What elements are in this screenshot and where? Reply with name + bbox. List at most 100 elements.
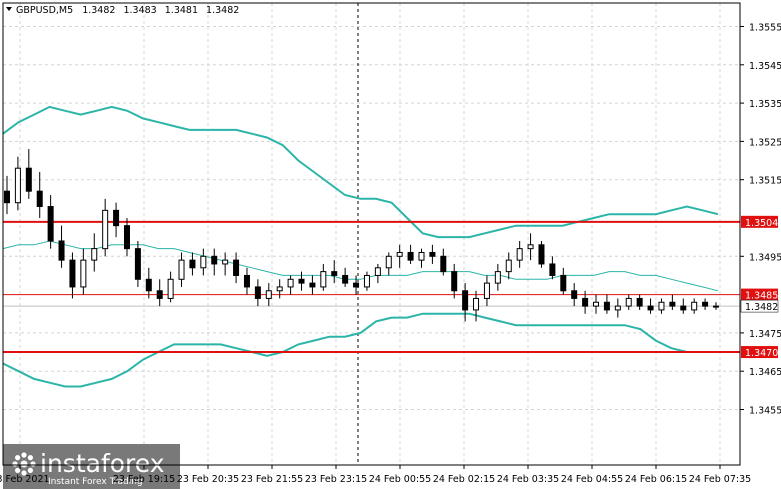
x-tick-label: 23 Feb 21:55 (241, 474, 303, 485)
candle-body (91, 248, 98, 261)
chart-header: GBPUSD,M5 1.3482 1.3483 1.3481 1.3482 (6, 5, 239, 16)
candle-body (385, 255, 392, 269)
candle-body (625, 297, 632, 307)
candle-body (658, 301, 665, 311)
candle-body (516, 248, 523, 261)
candle (516, 240, 523, 268)
candle (80, 248, 87, 295)
candle-body (407, 251, 414, 261)
candle-body (560, 274, 567, 292)
instaforex-logo-icon (12, 452, 36, 476)
y-tick-label: 1.3525 (749, 137, 781, 148)
x-tick-label: 24 Feb 04:55 (561, 474, 623, 485)
candle (451, 263, 458, 299)
candle (669, 294, 676, 310)
candle (571, 283, 578, 307)
logo-petal (12, 461, 18, 467)
candle (156, 279, 163, 307)
candle (385, 252, 392, 276)
candle-body (331, 271, 338, 276)
level-price-label: 1.3470 (745, 348, 778, 359)
candle-body (102, 209, 109, 250)
candle (4, 175, 10, 215)
y-tick-label: 1.3555 (749, 23, 781, 34)
candle (178, 252, 185, 287)
candle-body (167, 278, 174, 299)
candle (331, 260, 338, 284)
candle (287, 275, 294, 295)
candle-body (691, 301, 698, 311)
candle (113, 202, 120, 238)
candle-body (603, 301, 610, 311)
candle (374, 263, 381, 284)
candle (69, 252, 76, 299)
level-price-label: 1.3485 (745, 291, 778, 302)
candle-body (298, 278, 305, 284)
candle (243, 267, 250, 295)
candle-body (669, 301, 676, 307)
candle (298, 271, 305, 291)
logo-petal (27, 467, 33, 473)
candle (91, 233, 98, 272)
symbol-label: GBPUSD,M5 (16, 5, 73, 16)
candle-body (527, 244, 534, 250)
level-price-tag (741, 346, 778, 359)
x-tick-label: 23 Feb 19:15 (113, 474, 175, 485)
candle-body (363, 274, 370, 288)
y-tick-label: 1.3465 (749, 367, 781, 378)
candle (582, 290, 589, 314)
candle (462, 283, 469, 322)
svg-text:GBPUSD,M5 1.3482 1: GBPUSD,M5 1.3482 1.3483 1.3481 1.3482 (16, 5, 239, 16)
y-tick-label: 1.3495 (749, 252, 781, 263)
candle-body (418, 251, 425, 261)
grid-lines (3, 3, 740, 465)
candle (200, 248, 207, 276)
y-tick-label: 1.3535 (749, 99, 781, 110)
candle-body (614, 305, 621, 311)
candle (647, 298, 654, 314)
candle-body (549, 263, 556, 276)
candle-body (374, 267, 381, 276)
candle (396, 244, 403, 268)
candle (505, 252, 512, 280)
candle (429, 244, 436, 264)
candle (47, 195, 54, 249)
candle (494, 263, 501, 291)
x-tick-label: 24 Feb 00:55 (369, 474, 431, 485)
logo-center (20, 460, 28, 468)
band-upper-line (2, 105, 719, 239)
candle (713, 302, 719, 310)
candle-body (178, 259, 185, 280)
collapse-triangle-icon[interactable] (6, 7, 12, 11)
candle-body (69, 259, 76, 288)
candle-body (113, 209, 120, 227)
candle-body (222, 259, 229, 265)
candle-body (243, 274, 250, 288)
candle (527, 233, 534, 261)
candle (560, 267, 567, 295)
candle-body (123, 225, 130, 250)
candle-body (483, 282, 490, 299)
candle (636, 294, 643, 310)
band-middle-line (2, 240, 719, 292)
candle-body (713, 305, 719, 308)
candle (102, 198, 109, 257)
candle-body (494, 271, 501, 284)
candle (702, 298, 709, 310)
candle (211, 248, 218, 276)
candle (222, 252, 229, 276)
high-price: 1.3483 (123, 5, 156, 16)
logo-petal (21, 470, 27, 476)
candle (473, 290, 480, 322)
close-price: 1.3482 (206, 5, 239, 16)
y-tick-label: 1.3455 (749, 406, 781, 417)
candle-body (134, 248, 141, 280)
candle-body (538, 244, 545, 265)
candle-body (309, 282, 316, 288)
level-price-label: 1.3504 (745, 218, 778, 229)
candle (189, 252, 196, 276)
candle (309, 275, 316, 295)
candle-body (156, 290, 163, 299)
